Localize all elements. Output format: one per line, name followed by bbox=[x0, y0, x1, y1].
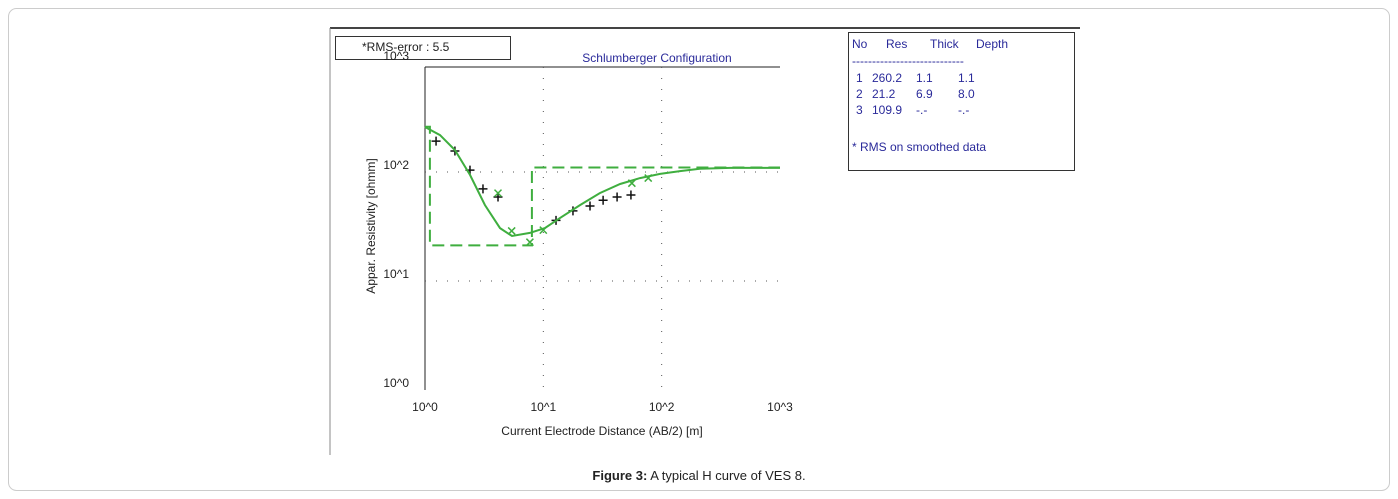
observed-point bbox=[431, 136, 441, 146]
smoothed-point bbox=[493, 189, 503, 198]
table-cell: 1 bbox=[856, 71, 863, 85]
observed-point bbox=[598, 195, 608, 205]
observed-point bbox=[612, 192, 622, 202]
x-tick-label: 10^1 bbox=[531, 400, 557, 414]
y-tick-label: 10^2 bbox=[383, 158, 409, 172]
observed-point bbox=[585, 201, 595, 211]
model-line bbox=[425, 125, 780, 247]
table-cell: 1.1 bbox=[958, 71, 975, 85]
y-tick-label: 10^3 bbox=[383, 49, 409, 63]
y-tick-label: 10^1 bbox=[383, 267, 409, 281]
observed-point bbox=[626, 190, 636, 200]
frame bbox=[8, 8, 1390, 491]
table-rule: ---------------------------- bbox=[852, 54, 964, 68]
table-cell: 109.9 bbox=[872, 103, 902, 117]
table-cell: -.- bbox=[958, 103, 969, 117]
rms-label: *RMS-error : 5.5 bbox=[362, 40, 450, 54]
y-tick-label: 10^0 bbox=[383, 376, 409, 390]
table-cell: 1.1 bbox=[916, 71, 933, 85]
observed-point bbox=[478, 184, 488, 194]
x-tick-label: 10^2 bbox=[649, 400, 675, 414]
x-tick-label: 10^0 bbox=[412, 400, 438, 414]
table-cell: 260.2 bbox=[872, 71, 902, 85]
table-cell: 2 bbox=[856, 87, 863, 101]
table-header: No bbox=[852, 37, 868, 51]
table-cell: 6.9 bbox=[916, 87, 933, 101]
table-cell: 8.0 bbox=[958, 87, 975, 101]
layer-table bbox=[848, 32, 1075, 171]
x-tick-label: 10^3 bbox=[767, 400, 793, 414]
x-axis-label: Current Electrode Distance (AB/2) [m] bbox=[501, 424, 702, 438]
y-axis-label: Appar. Resistivity [ohmm] bbox=[364, 158, 378, 293]
table-cell: 21.2 bbox=[872, 87, 896, 101]
table-header: Res bbox=[886, 37, 907, 51]
caption: Figure 3: A typical H curve of VES 8. bbox=[592, 468, 805, 483]
caption-text: A typical H curve of VES 8. bbox=[647, 468, 805, 483]
caption-label: Figure 3: bbox=[592, 468, 647, 483]
table-rows: 1 260.2 1.1 1.1 2 21.2 6.9 8.0 3 109.9 -.- -.- bbox=[856, 71, 975, 117]
table-cell: 3 bbox=[856, 103, 863, 117]
rms-box bbox=[335, 36, 511, 60]
table-cell: -.- bbox=[916, 103, 927, 117]
table-note: * RMS on smoothed data bbox=[852, 140, 986, 154]
fit-curve bbox=[424, 126, 780, 238]
chart-title: Schlumberger Configuration bbox=[582, 51, 731, 65]
table-header: Depth bbox=[976, 37, 1008, 51]
table-header: Thick bbox=[930, 37, 960, 51]
